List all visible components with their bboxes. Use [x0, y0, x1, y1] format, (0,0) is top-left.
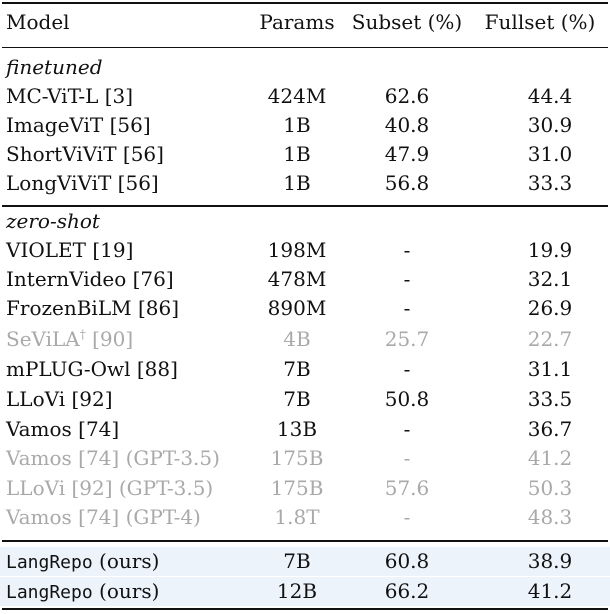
table-row: ShortViViT [56] 1B 47.9 31.0: [6, 142, 573, 166]
bottom-rule: [2, 608, 608, 610]
table-row: LLoVi [92] 7B 50.8 33.5: [6, 387, 573, 411]
top-rule: [2, 2, 608, 4]
header-row: Model Params Subset (%) Fullset (%): [0, 8, 610, 37]
header-model: Model: [6, 10, 70, 34]
model-name: SeViLA: [6, 327, 80, 351]
table-row: Vamos [74] (GPT-4) 1.8T - 48.3: [6, 505, 573, 529]
method-suffix: (ours): [92, 549, 160, 573]
header-fullset: Fullset (%): [484, 10, 596, 34]
table-row-ours: LangRepo (ours) 12B 66.2 41.2: [0, 577, 610, 606]
table-row: SeViLA† [90] 4B 25.7 22.7: [6, 327, 573, 351]
table-row: Vamos [74] 13B - 36.7: [6, 417, 573, 441]
table-row: LLoVi [92] (GPT-3.5) 175B 57.6 50.3: [6, 476, 573, 500]
table-row: ImageViT [56] 1B 40.8 30.9: [6, 113, 573, 137]
table-row: LongViViT [56] 1B 56.8 33.3: [6, 171, 573, 195]
table-row: InternVideo [76] 478M - 32.1: [6, 267, 573, 291]
table-row: VIOLET [19] 198M - 19.9: [6, 238, 573, 262]
table-row: Vamos [74] (GPT-3.5) 175B - 41.2: [6, 446, 573, 470]
table-row: FrozenBiLM [86] 890M - 26.9: [6, 296, 573, 320]
table-row: mPLUG-Owl [88] 7B - 31.1: [6, 357, 573, 381]
method-name: LangRepo: [6, 582, 93, 603]
method-name: LangRepo: [6, 552, 93, 573]
section-label-finetuned: finetuned: [6, 55, 103, 79]
section-label-zero-shot: zero-shot: [6, 209, 100, 233]
header-rule: [2, 47, 608, 48]
model-ref: [90]: [85, 327, 134, 351]
header-subset: Subset (%): [351, 10, 463, 34]
table-row-ours: LangRepo (ours) 7B 60.8 38.9: [0, 547, 610, 576]
dagger-mark: †: [79, 327, 86, 342]
table-row: MC-ViT-L [3] 424M 62.6 44.4: [6, 84, 573, 108]
ours-rule: [2, 540, 608, 542]
header-params: Params: [259, 10, 335, 34]
method-suffix: (ours): [92, 579, 160, 603]
section-rule: [2, 205, 608, 207]
